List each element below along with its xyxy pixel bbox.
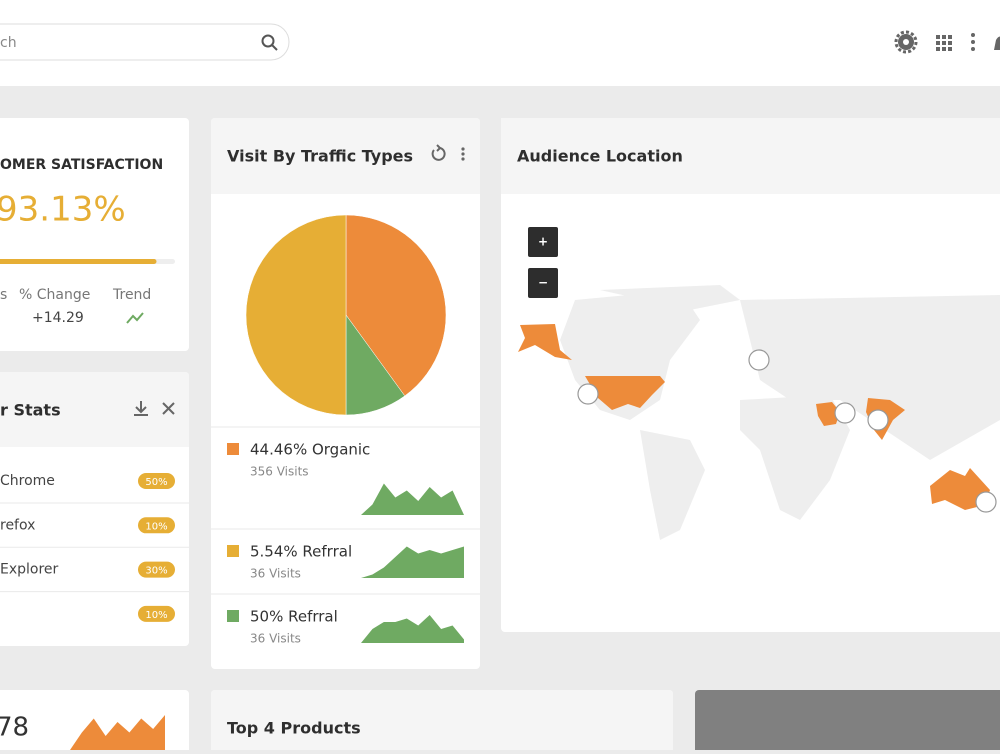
pie-slice [245, 214, 347, 416]
settings-icon[interactable] [894, 30, 918, 54]
sparkline [361, 546, 464, 578]
legend-swatch [227, 545, 239, 557]
pie-slice [345, 214, 447, 397]
sparkline [70, 715, 165, 750]
badge-label: 10% [145, 610, 167, 621]
card-header [501, 118, 1000, 194]
world-map [560, 285, 1000, 540]
stat-label: s [0, 287, 7, 303]
card-header [211, 690, 673, 754]
menu-icon[interactable] [461, 147, 465, 161]
legend-swatch [227, 443, 239, 455]
visits-label: 356 Visits [250, 465, 309, 479]
card-title: Audience Location [517, 147, 683, 166]
card-title: Visit By Traffic Types [227, 147, 413, 166]
sparkline [361, 483, 464, 515]
browser-name: Explorer [0, 562, 59, 578]
audience-card [501, 118, 1000, 632]
legend-label: 50% Refrral [250, 608, 338, 626]
card-header [211, 118, 480, 194]
legend-swatch [227, 610, 239, 622]
zoom-in-button[interactable] [528, 227, 558, 257]
stat-value: 78 [0, 713, 29, 743]
satisfaction-value: 93.13% [0, 190, 126, 230]
badge [138, 561, 175, 578]
card-title: Top 4 Products [227, 719, 361, 738]
badge [138, 517, 175, 534]
card-header [0, 372, 189, 447]
zoom-out-button[interactable] [528, 268, 558, 298]
badge-label: 50% [145, 477, 167, 488]
progress-fill [0, 259, 157, 264]
map-markers[interactable] [577, 349, 997, 513]
legend-label: 5.54% Refrral [250, 543, 352, 561]
highlighted-regions [518, 324, 990, 510]
close-icon[interactable] [162, 402, 175, 415]
stat-label: % Change [19, 287, 90, 303]
search-box[interactable] [0, 23, 290, 61]
badge-label: 10% [145, 521, 167, 532]
browser-name: refox [0, 517, 35, 533]
card-title: OMER SATISFACTION [0, 157, 163, 173]
zoom-out-label: − [538, 276, 548, 290]
notification-icon[interactable] [994, 36, 1000, 51]
browser-name: Chrome [0, 473, 55, 489]
gray-card [695, 690, 1000, 754]
stat-label: Trend [112, 287, 151, 303]
legend-label: 44.46% Organic [250, 441, 370, 459]
satisfaction-card [0, 118, 189, 351]
search-placeholder: ch [0, 35, 17, 51]
visits-label: 36 Visits [250, 632, 301, 646]
zoom-in-label: + [538, 235, 548, 249]
badge [138, 605, 175, 622]
trend-icon [126, 312, 144, 324]
badge-label: 30% [145, 566, 167, 577]
refresh-icon[interactable] [431, 144, 446, 161]
card-title: r Stats [0, 401, 61, 420]
change-value: +14.29 [32, 310, 84, 326]
more-icon[interactable] [971, 33, 975, 51]
apps-icon[interactable] [936, 35, 952, 51]
sparkline [361, 615, 464, 643]
download-icon[interactable] [134, 401, 148, 416]
visits-label: 36 Visits [250, 567, 301, 581]
search-icon[interactable] [261, 34, 278, 51]
badge [138, 473, 175, 489]
